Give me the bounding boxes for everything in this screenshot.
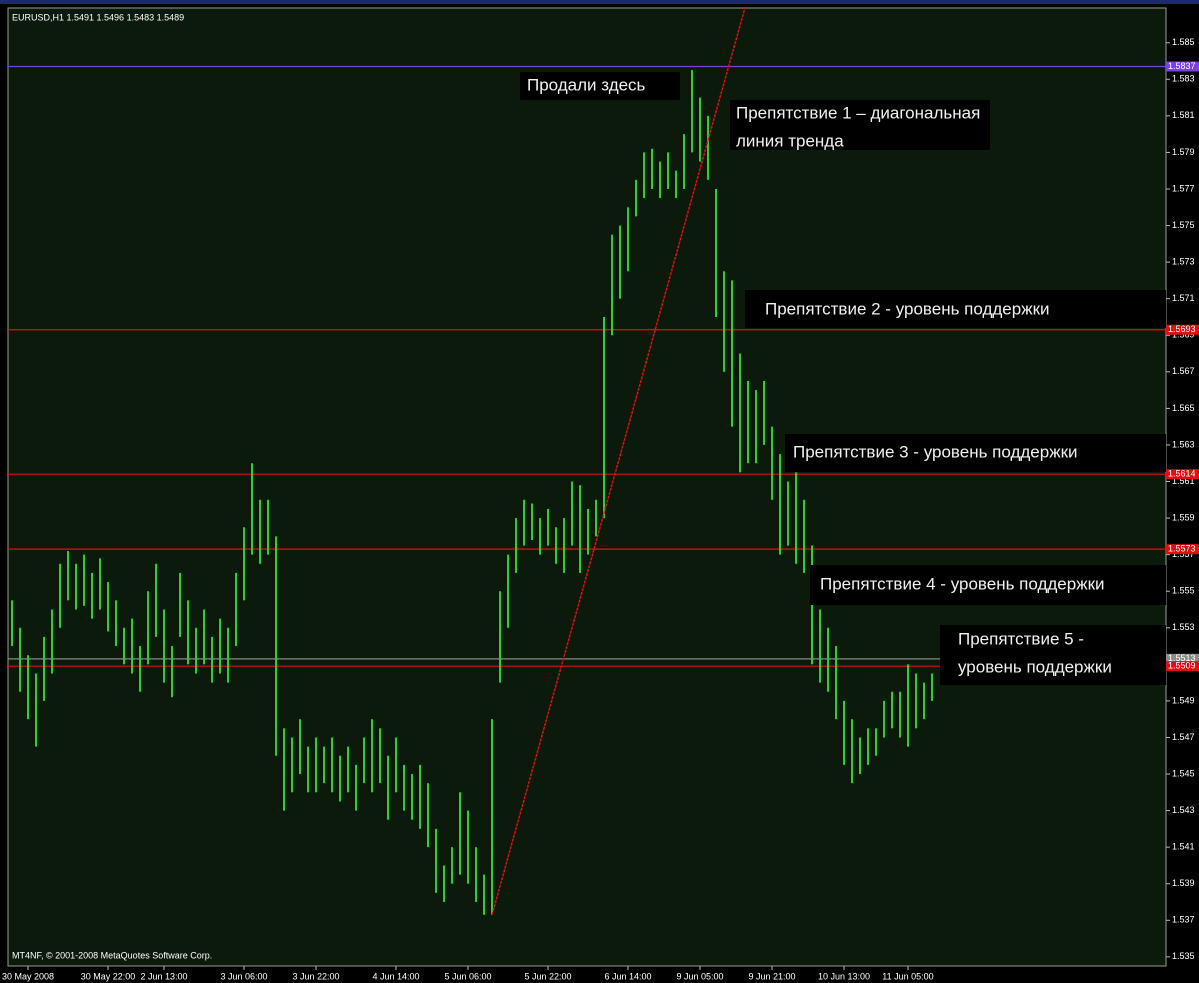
x-tick-label: 30 May 2008 — [2, 971, 54, 981]
x-tick-label: 3 Jun 22:00 — [292, 971, 339, 981]
annotation: линия тренда — [736, 131, 844, 150]
top-border — [0, 0, 1199, 4]
annotation-box — [520, 72, 680, 100]
x-tick-label: 2 Jun 13:00 — [140, 971, 187, 981]
annotation: уровень поддержки — [958, 657, 1112, 676]
y-tick-label: 1.583 — [1172, 74, 1195, 84]
y-tick-label: 1.571 — [1172, 293, 1195, 303]
y-tick-label: 1.547 — [1172, 732, 1195, 742]
y-tick-label: 1.579 — [1172, 147, 1195, 157]
y-tick-label: 1.561 — [1172, 476, 1195, 486]
x-tick-label: 5 Jun 22:00 — [524, 971, 571, 981]
trend-line — [491, 8, 746, 916]
annotation: Препятствие 3 - уровень поддержки — [793, 442, 1078, 461]
level-label-box — [1166, 61, 1199, 72]
annotation-box — [745, 290, 1166, 328]
y-tick-label: 1.539 — [1172, 878, 1195, 888]
level-label: 1.5509 — [1168, 661, 1196, 671]
y-tick-label: 1.559 — [1172, 512, 1195, 522]
level-label-box — [1166, 544, 1199, 555]
level-label-box — [1166, 469, 1199, 480]
y-tick-label: 1.553 — [1172, 622, 1195, 632]
x-tick-label: 6 Jun 14:00 — [604, 971, 651, 981]
level-label: 1.5837 — [1168, 61, 1196, 71]
annotation: Препятствие 5 - — [958, 629, 1084, 648]
annotation-box — [810, 565, 1166, 605]
x-tick-label: 4 Jun 14:00 — [372, 971, 419, 981]
y-tick-label: 1.545 — [1172, 768, 1195, 778]
annotation: Препятствие 2 - уровень поддержки — [765, 299, 1050, 318]
plot-area — [7, 7, 1167, 967]
x-tick-label: 30 May 22:00 — [81, 971, 136, 981]
price-axis: 1.585 1.583 1.581 1.579 1.577 1.575 1.573 1.571… — [1166, 37, 1199, 961]
y-tick-label: 1.541 — [1172, 842, 1195, 852]
symbol-header: EURUSD,H1 1.5491 1.5496 1.5483 1.5489 — [12, 12, 184, 22]
x-tick-label: 9 Jun 05:00 — [676, 971, 723, 981]
copyright: MT4NF, © 2001-2008 MetaQuotes Software C… — [12, 950, 212, 960]
annotation: Препятствие 1 – диагональная — [736, 103, 980, 122]
y-tick-label: 1.535 — [1172, 951, 1195, 961]
level-label: 1.5693 — [1168, 324, 1196, 334]
y-tick-label: 1.543 — [1172, 805, 1195, 815]
y-tick-label: 1.573 — [1172, 257, 1195, 267]
x-tick-label: 11 Jun 05:00 — [882, 971, 933, 981]
level-label-box — [1166, 324, 1199, 335]
y-tick-label: 1.565 — [1172, 403, 1195, 413]
x-tick-label: 5 Jun 06:00 — [444, 971, 491, 981]
y-tick-label: 1.577 — [1172, 183, 1195, 193]
y-tick-label: 1.567 — [1172, 366, 1195, 376]
level-label-box — [1166, 661, 1199, 672]
y-tick-label: 1.585 — [1172, 37, 1195, 47]
y-tick-label: 1.549 — [1172, 695, 1195, 705]
plot: Продали здесь Препятствие 1 – диагональна… — [8, 8, 1166, 916]
y-tick-label: 1.555 — [1172, 586, 1195, 596]
annotation: Продали здесь — [527, 75, 646, 94]
x-tick-label: 3 Jun 06:00 — [220, 971, 267, 981]
level-label: 1.5573 — [1168, 544, 1196, 554]
x-tick-label: 10 Jun 13:00 — [818, 971, 870, 981]
y-tick-label: 1.575 — [1172, 220, 1195, 230]
annotation-box — [785, 434, 1166, 472]
y-tick-label: 1.537 — [1172, 915, 1195, 925]
y-tick-label: 1.563 — [1172, 439, 1195, 449]
x-tick-label: 9 Jun 21:00 — [748, 971, 795, 981]
annotation-box — [940, 625, 1166, 685]
level-label-box — [1166, 653, 1199, 664]
y-tick-label: 1.581 — [1172, 110, 1195, 120]
level-label: 1.5614 — [1168, 469, 1196, 479]
annotation: Препятствие 4 - уровень поддержки — [820, 574, 1105, 593]
annotation-box — [730, 100, 990, 150]
level-label: 1.5513 — [1168, 653, 1196, 663]
